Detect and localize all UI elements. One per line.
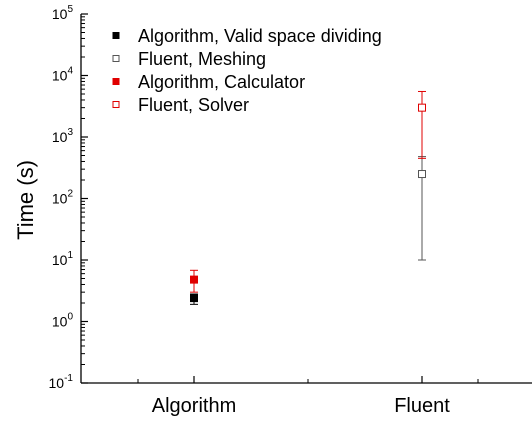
y-tick-label: 103 <box>52 127 74 145</box>
legend-marker <box>113 56 119 62</box>
x-tick-label: Algorithm <box>152 395 236 417</box>
series-fluent-meshing <box>418 157 426 260</box>
y-tick-mantissa: 10 <box>52 252 68 268</box>
y-tick-mantissa: 10 <box>52 191 68 207</box>
y-tick-mantissa: 10 <box>52 68 68 84</box>
data-point <box>419 171 426 178</box>
y-tick-exponent: 1 <box>67 250 73 261</box>
y-tick-exponent: 0 <box>67 312 73 323</box>
y-axis-label: Time (s) <box>13 160 38 240</box>
y-tick-label: 102 <box>52 189 74 207</box>
legend: Algorithm, Valid space dividing Fluent, M… <box>113 26 382 115</box>
legend-label: Algorithm, Calculator <box>138 72 305 92</box>
y-tick-mantissa: 10 <box>49 375 65 391</box>
y-tick-mantissa: 10 <box>52 129 68 145</box>
legend-marker <box>113 102 119 108</box>
series-algorithm-calculator <box>190 270 198 292</box>
y-tick-exponent: -1 <box>64 373 73 384</box>
y-tick-mantissa: 10 <box>52 314 68 330</box>
plot-frame <box>81 14 532 383</box>
legend-label: Fluent, Meshing <box>138 49 266 69</box>
x-tick-label: Fluent <box>394 395 450 417</box>
y-tick-label: 100 <box>52 312 74 330</box>
legend-marker <box>113 79 119 85</box>
data-point <box>191 295 198 302</box>
y-tick-label: 10-1 <box>49 373 74 391</box>
data-series <box>190 91 426 304</box>
data-point <box>419 104 426 111</box>
data-point <box>191 276 198 283</box>
y-tick-label: 105 <box>52 4 74 22</box>
legend-label: Algorithm, Valid space dividing <box>138 26 382 46</box>
x-axis-ticks: Algorithm Fluent <box>138 376 478 417</box>
y-tick-exponent: 2 <box>67 189 73 200</box>
y-tick-mantissa: 10 <box>52 6 68 22</box>
y-tick-exponent: 4 <box>67 66 73 77</box>
legend-label: Fluent, Solver <box>138 95 249 115</box>
legend-marker <box>113 33 119 39</box>
y-tick-label: 101 <box>52 250 74 268</box>
series-algorithm-valid-space-dividing <box>190 294 198 304</box>
y-tick-exponent: 3 <box>67 127 73 138</box>
y-tick-exponent: 5 <box>67 4 73 15</box>
y-tick-label: 104 <box>52 66 74 84</box>
series-fluent-solver <box>418 91 426 158</box>
